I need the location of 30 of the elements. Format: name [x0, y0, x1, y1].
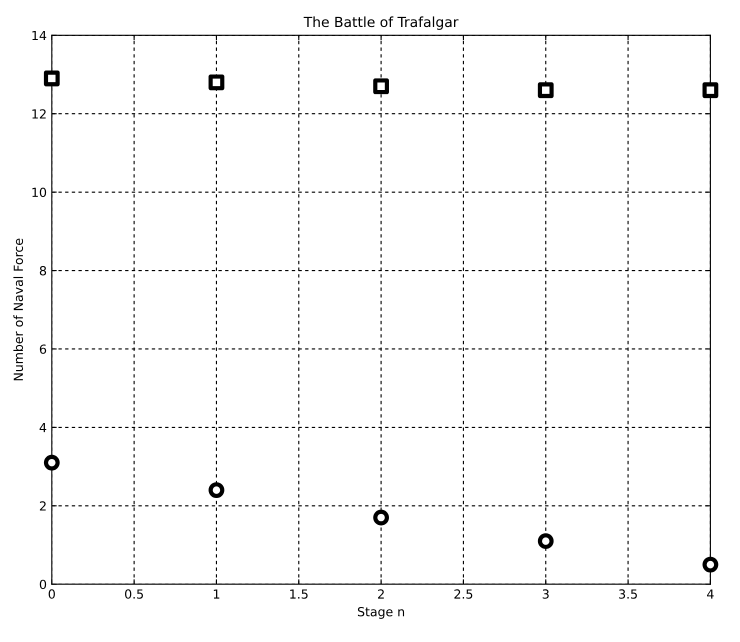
x-tick-label: 2: [378, 589, 384, 599]
x-tick-label: 1.5: [290, 589, 308, 599]
y-tick-label: 2: [40, 501, 46, 511]
point: [44, 454, 60, 471]
y-tick-label: 10: [32, 188, 46, 198]
x-tick-label: 3: [542, 589, 549, 599]
point: [373, 78, 389, 94]
point: [538, 82, 554, 98]
x-tick-label: 3.5: [619, 589, 637, 599]
point: [44, 70, 60, 86]
y-tick-label: 6: [40, 344, 46, 354]
point: [702, 82, 718, 98]
y-tick-label: 14: [32, 30, 46, 40]
y-tick-label: 4: [40, 423, 46, 432]
x-tick-label: 1: [214, 589, 220, 599]
x-tick-label: 0.5: [125, 589, 143, 599]
point: [702, 556, 718, 573]
y-tick-label: 0: [40, 580, 46, 590]
point: [373, 510, 389, 526]
y-axis-title: Number of Naval Force: [13, 238, 24, 380]
point: [538, 533, 554, 549]
x-axis-title: Stage n: [358, 606, 404, 619]
y-tick-label: 8: [40, 266, 46, 276]
point: [208, 482, 224, 498]
y-tick-label: 12: [32, 109, 46, 118]
chart-title: The Battle of Trafalgar: [304, 16, 458, 30]
x-tick-label: 4: [707, 589, 714, 599]
x-tick-label: 2.5: [454, 589, 472, 599]
x-tick-label: 0: [48, 589, 55, 599]
point: [208, 74, 224, 90]
